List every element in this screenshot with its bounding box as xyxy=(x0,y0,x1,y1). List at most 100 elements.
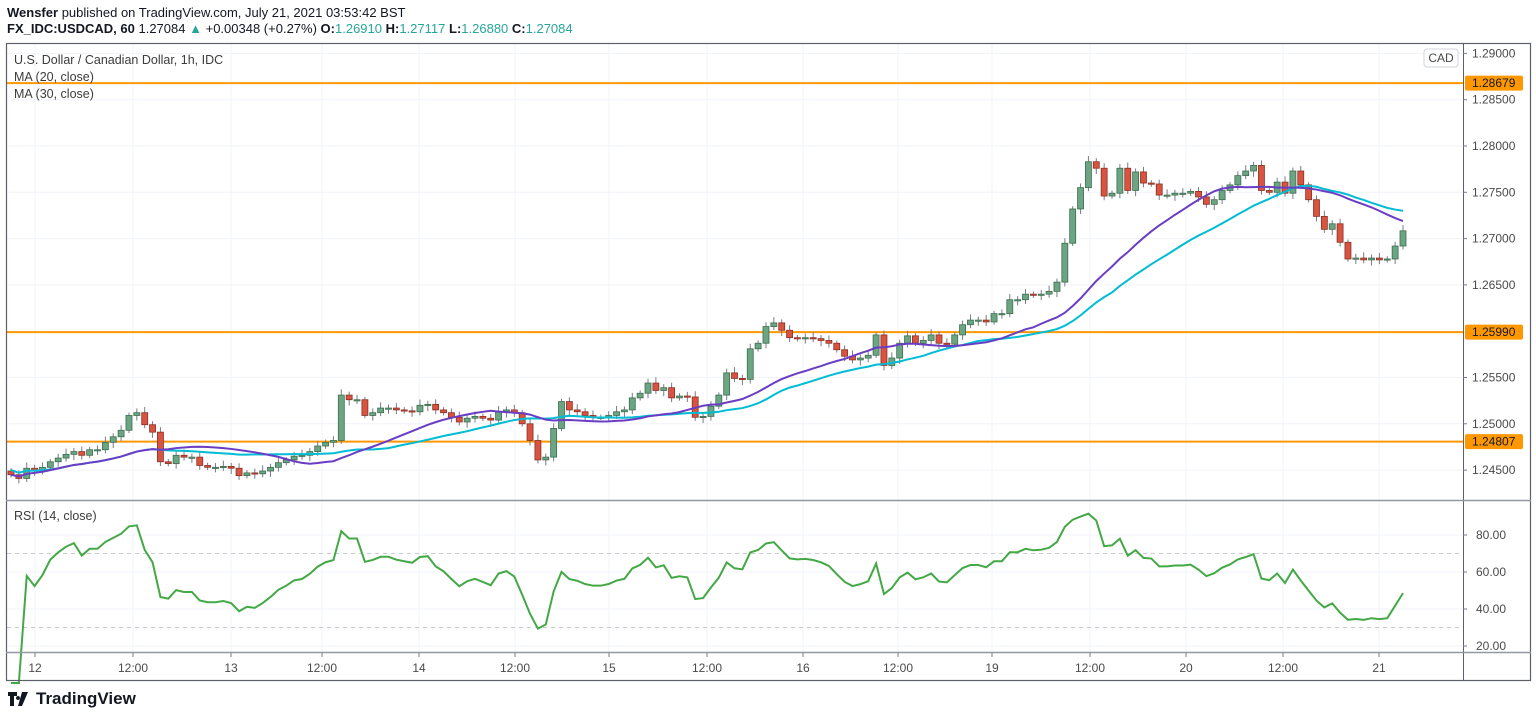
candle xyxy=(1313,195,1320,222)
legend-ma30[interactable]: MA (30, close) xyxy=(14,87,94,101)
candle xyxy=(448,408,455,423)
candle-down xyxy=(943,342,951,345)
candle-up xyxy=(1352,257,1360,260)
candle xyxy=(94,445,101,455)
candle-up xyxy=(330,440,337,443)
candle-down xyxy=(1376,257,1383,261)
close-value: 1.27084 xyxy=(525,21,573,36)
legend-rsi[interactable]: RSI (14, close) xyxy=(14,509,97,523)
last-price: 1.27084 xyxy=(138,21,186,36)
candle-up xyxy=(621,409,628,413)
candle-down xyxy=(235,467,243,477)
price-axis[interactable]: 1.29000 1.28500 1.28000 1.27500 1.27000 1.265… xyxy=(1463,46,1523,653)
candle-up xyxy=(644,382,652,394)
x-tick-label: 13 xyxy=(224,661,238,675)
candle-down xyxy=(1320,215,1328,230)
candle xyxy=(78,446,86,460)
tradingview-logo[interactable]: TradingView xyxy=(8,689,136,709)
candle-down xyxy=(1313,199,1320,217)
candle-down xyxy=(1147,182,1155,185)
author-name[interactable]: Wensfer xyxy=(7,5,59,20)
high-label: H: xyxy=(385,21,400,36)
candle xyxy=(392,403,400,415)
candle xyxy=(731,367,738,382)
candle xyxy=(361,396,369,419)
candle-up xyxy=(723,372,731,396)
candle-up xyxy=(1108,192,1116,197)
candle-down xyxy=(1202,196,1210,205)
published-text: published on TradingView.com, July 21, 2… xyxy=(61,5,406,20)
candle xyxy=(1202,191,1210,208)
close-label: C: xyxy=(511,21,526,36)
price-tag-label: 1.24807 xyxy=(1472,435,1516,449)
candle xyxy=(149,421,156,438)
candle xyxy=(573,404,581,416)
candle xyxy=(1383,256,1391,263)
candle xyxy=(157,427,164,467)
candle-up xyxy=(1069,208,1077,244)
candle-up xyxy=(86,449,94,456)
candle xyxy=(982,315,990,327)
candle xyxy=(243,470,251,479)
x-tick-label: 12:00 xyxy=(1075,661,1105,675)
candle-up xyxy=(322,441,329,447)
candle-down xyxy=(817,338,825,341)
candle xyxy=(1155,179,1163,201)
legend-ma20[interactable]: MA (20, close) xyxy=(14,70,94,84)
candle xyxy=(1399,225,1407,250)
rsi-line xyxy=(11,512,1404,684)
candle-up xyxy=(212,466,219,469)
candle xyxy=(1092,158,1100,174)
symbol: FX_IDC:USDCAD, 60 xyxy=(7,21,135,36)
legend-title: U.S. Dollar / Canadian Dollar, 1h, IDC xyxy=(14,53,223,67)
candle xyxy=(172,451,180,469)
rsi-pane xyxy=(7,512,1463,684)
currency-button[interactable]: CAD xyxy=(1423,48,1459,68)
y-tick-label: 1.26500 xyxy=(1472,278,1516,292)
rsi-tick-label: 80.00 xyxy=(1476,528,1506,542)
tradingview-logo-icon xyxy=(8,692,28,706)
x-tick-label: 12:00 xyxy=(500,661,530,675)
candle xyxy=(1328,220,1336,236)
time-axis[interactable]: 12 12:00 13 12:00 14 12:00 15 12:00 16 12:00 19 12:… xyxy=(28,653,1386,675)
candle xyxy=(70,448,78,461)
candle xyxy=(833,340,841,353)
candle xyxy=(668,382,676,403)
candle-down xyxy=(534,440,542,461)
candle xyxy=(1029,291,1037,298)
y-tick-label: 1.29000 xyxy=(1472,46,1516,60)
candle xyxy=(455,411,463,426)
candle-down xyxy=(1124,167,1132,191)
low-value: 1.26880 xyxy=(461,21,509,36)
candle-up xyxy=(864,354,872,359)
candle-up xyxy=(259,470,267,475)
candle xyxy=(62,448,70,462)
candle-up xyxy=(1218,190,1226,201)
candle xyxy=(1210,196,1218,211)
candle xyxy=(1352,253,1360,264)
candle-down xyxy=(1360,257,1368,261)
symbol-info: FX_IDC:USDCAD, 60 1.27084 ▲ +0.00348 (+0… xyxy=(7,21,573,36)
x-tick-label: 12:00 xyxy=(118,661,148,675)
candle-up xyxy=(1061,242,1069,283)
horizontal-levels[interactable] xyxy=(7,82,1463,443)
candle-up xyxy=(353,399,361,402)
candle xyxy=(1006,293,1014,318)
chart-frame xyxy=(5,42,1532,682)
candle-up xyxy=(377,407,385,414)
candle xyxy=(715,392,723,409)
candle xyxy=(101,436,109,454)
candle-down xyxy=(526,423,534,441)
candle-up xyxy=(416,404,424,413)
candle-up xyxy=(1368,257,1375,261)
candle xyxy=(904,330,911,348)
candle-down xyxy=(455,416,463,423)
x-tick-label: 19 xyxy=(985,661,999,675)
candle-up xyxy=(495,411,502,421)
candle-up xyxy=(267,466,274,472)
candle xyxy=(1368,254,1375,266)
y-tick-label: 1.27500 xyxy=(1472,185,1516,199)
currency-label[interactable]: CAD xyxy=(1428,51,1454,65)
candle-down xyxy=(408,410,416,413)
